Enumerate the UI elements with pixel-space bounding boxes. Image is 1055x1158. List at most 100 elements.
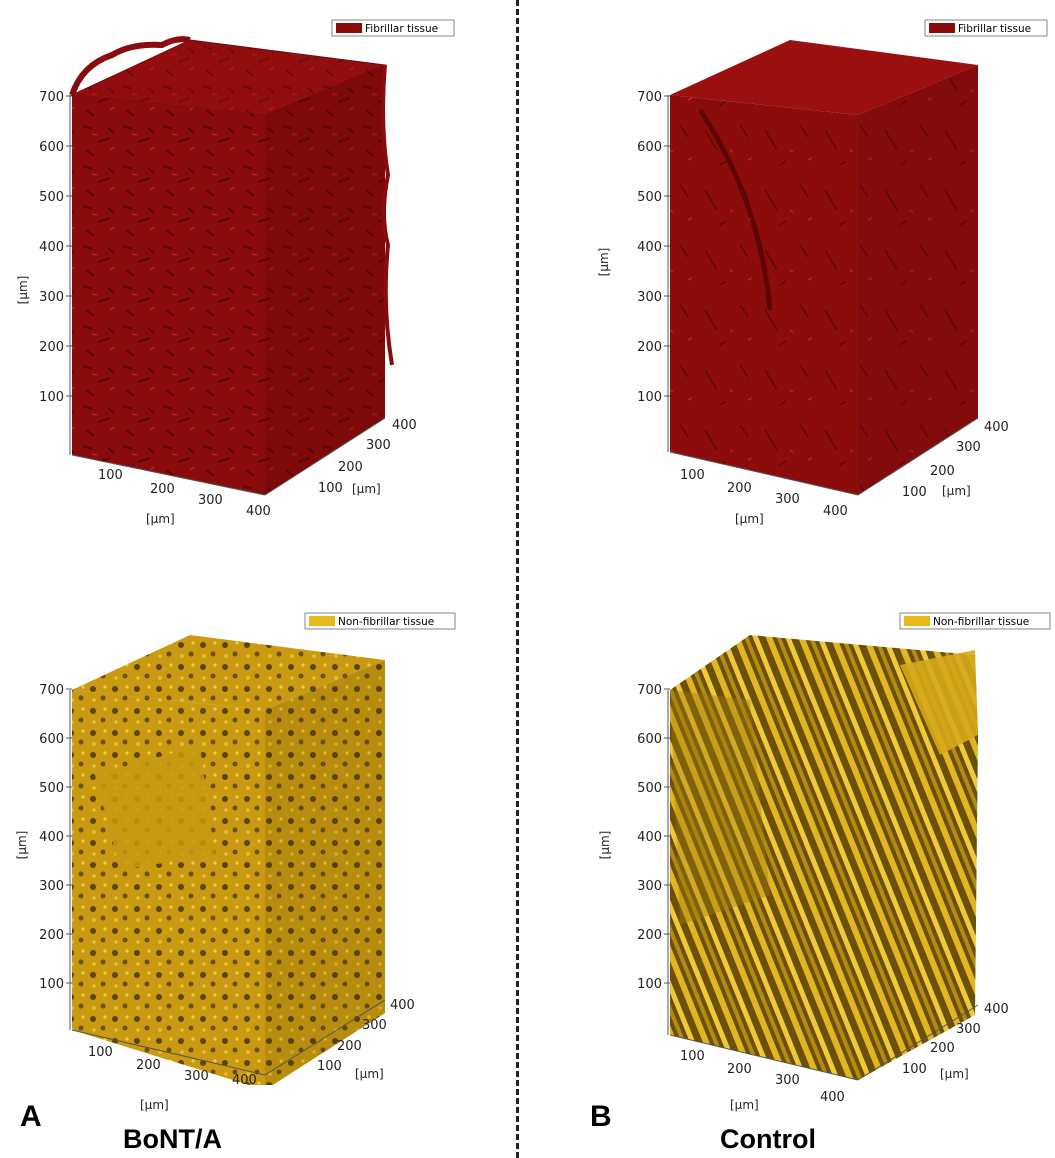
y-tick: 100 [318, 481, 343, 496]
x-tick: 200 [727, 1062, 752, 1077]
x-tick: 300 [184, 1069, 209, 1084]
x-axis: 100 200 300 400 [μm] [669, 451, 859, 526]
x-axis: 100 200 300 400 [μm] [71, 454, 271, 526]
z-axis-unit: [μm] [16, 276, 30, 305]
cube-fibre-bundle [670, 635, 978, 1080]
legend-label: Fibrillar tissue [958, 23, 1031, 35]
panel-b-fibrillar: 700 600 500 400 300 200 100 [μm] 100 200 300 4… [520, 0, 1055, 570]
y-axis-unit: [μm] [942, 484, 971, 498]
y-tick: 400 [392, 418, 417, 433]
z-tick: 300 [637, 290, 662, 305]
legend-swatch [904, 616, 930, 626]
y-axis-unit: [μm] [352, 482, 381, 496]
z-tick: 500 [637, 781, 662, 796]
z-axis-unit: [μm] [15, 831, 29, 860]
z-tick: 500 [39, 190, 64, 205]
y-tick: 100 [902, 1062, 927, 1077]
cube-top-face [670, 40, 978, 115]
y-tick: 400 [984, 420, 1009, 435]
y-axis-unit-b-bottom: [μm] [940, 1067, 969, 1081]
z-tick: 600 [637, 140, 662, 155]
z-tick: 700 [637, 683, 662, 698]
caption-bont-a: BoNT/A [123, 1124, 222, 1154]
y-tick: 300 [366, 438, 391, 453]
y-axis: 100 200 300 400 [μm] [264, 417, 417, 496]
y-tick: 400 [390, 998, 415, 1013]
y-axis: 100 200 300 400 [μm] [857, 1002, 1009, 1081]
x-tick: 100 [680, 1049, 705, 1064]
x-tick: 200 [150, 482, 175, 497]
legend-swatch [309, 616, 335, 626]
x-tick: 100 [88, 1045, 113, 1060]
z-axis: 700 600 500 400 300 200 100 [μm] [16, 90, 72, 455]
x-tick: 400 [246, 504, 271, 519]
x-tick: 200 [727, 481, 752, 496]
x-tick: 100 [680, 468, 705, 483]
z-tick: 300 [39, 879, 64, 894]
legend: Non-fibrillar tissue [304, 612, 456, 630]
z-tick: 600 [39, 140, 64, 155]
legend: Non-fibrillar tissue [899, 612, 1051, 630]
z-tick: 600 [39, 732, 64, 747]
panel-label-b: B [590, 1100, 612, 1133]
x-tick: 100 [98, 468, 123, 483]
y-tick: 100 [317, 1059, 342, 1074]
x-tick: 400 [232, 1073, 257, 1085]
y-tick: 200 [337, 1039, 362, 1054]
z-tick: 200 [39, 928, 64, 943]
x-tick-b-bottom-400: 400 [820, 1090, 845, 1105]
cube-front-face [72, 95, 265, 495]
legend: Fibrillar tissue [331, 19, 455, 37]
x-axis-unit: [μm] [735, 512, 764, 526]
y-axis: 100 200 300 400 [μm] [264, 998, 415, 1076]
x-tick: 300 [198, 493, 223, 508]
z-tick: 300 [637, 879, 662, 894]
dashed-divider [516, 0, 519, 1158]
panel-label-a: A [20, 1100, 42, 1133]
z-tick: 500 [39, 781, 64, 796]
x-axis-unit: [μm] [146, 512, 175, 526]
legend-swatch [336, 23, 362, 33]
x-axis-unit-a-bottom: [μm] [140, 1098, 169, 1112]
panel-a-nonfibrillar: 700 600 500 400 300 200 100 [μm] 100 200 300 4… [0, 595, 516, 1090]
legend-label: Non-fibrillar tissue [933, 616, 1029, 628]
z-axis: 700 600 500 400 300 200 100 [μm] [598, 683, 670, 1035]
y-tick: 200 [338, 460, 363, 475]
z-tick: 700 [637, 90, 662, 105]
z-axis-unit: [μm] [598, 831, 612, 860]
z-axis-unit: [μm] [597, 248, 611, 277]
cube-front-face [72, 690, 265, 1090]
y-tick: 300 [956, 1022, 981, 1037]
y-axis-unit-a-bottom: [μm] [355, 1067, 384, 1081]
y-tick: 300 [956, 440, 981, 455]
z-tick: 500 [637, 190, 662, 205]
legend-label: Fibrillar tissue [365, 23, 438, 35]
z-tick: 100 [637, 977, 662, 992]
cube-side-face [858, 65, 978, 495]
y-tick: 200 [930, 464, 955, 479]
cube-top-face [72, 635, 385, 710]
caption-control: Control [720, 1124, 816, 1154]
z-tick: 400 [637, 240, 662, 255]
y-tick: 200 [930, 1041, 955, 1056]
y-tick: 300 [362, 1018, 387, 1033]
x-tick: 300 [775, 1073, 800, 1085]
z-tick: 700 [39, 90, 64, 105]
z-tick: 100 [39, 977, 64, 992]
z-tick: 400 [39, 830, 64, 845]
legend-swatch [929, 23, 955, 33]
y-tick: 400 [984, 1002, 1009, 1017]
cube-side-face [265, 65, 385, 495]
z-tick: 400 [39, 240, 64, 255]
y-axis: 100 200 300 400 [μm] [857, 417, 1009, 500]
x-tick: 200 [136, 1058, 161, 1073]
panel-a-fibrillar: 700 600 500 400 300 200 100 [μm] 100 200 300 4… [0, 0, 516, 570]
legend: Fibrillar tissue [924, 19, 1048, 37]
cube-front-face [670, 95, 858, 495]
z-tick: 100 [39, 390, 64, 405]
x-tick: 300 [775, 492, 800, 507]
z-tick: 700 [39, 683, 64, 698]
